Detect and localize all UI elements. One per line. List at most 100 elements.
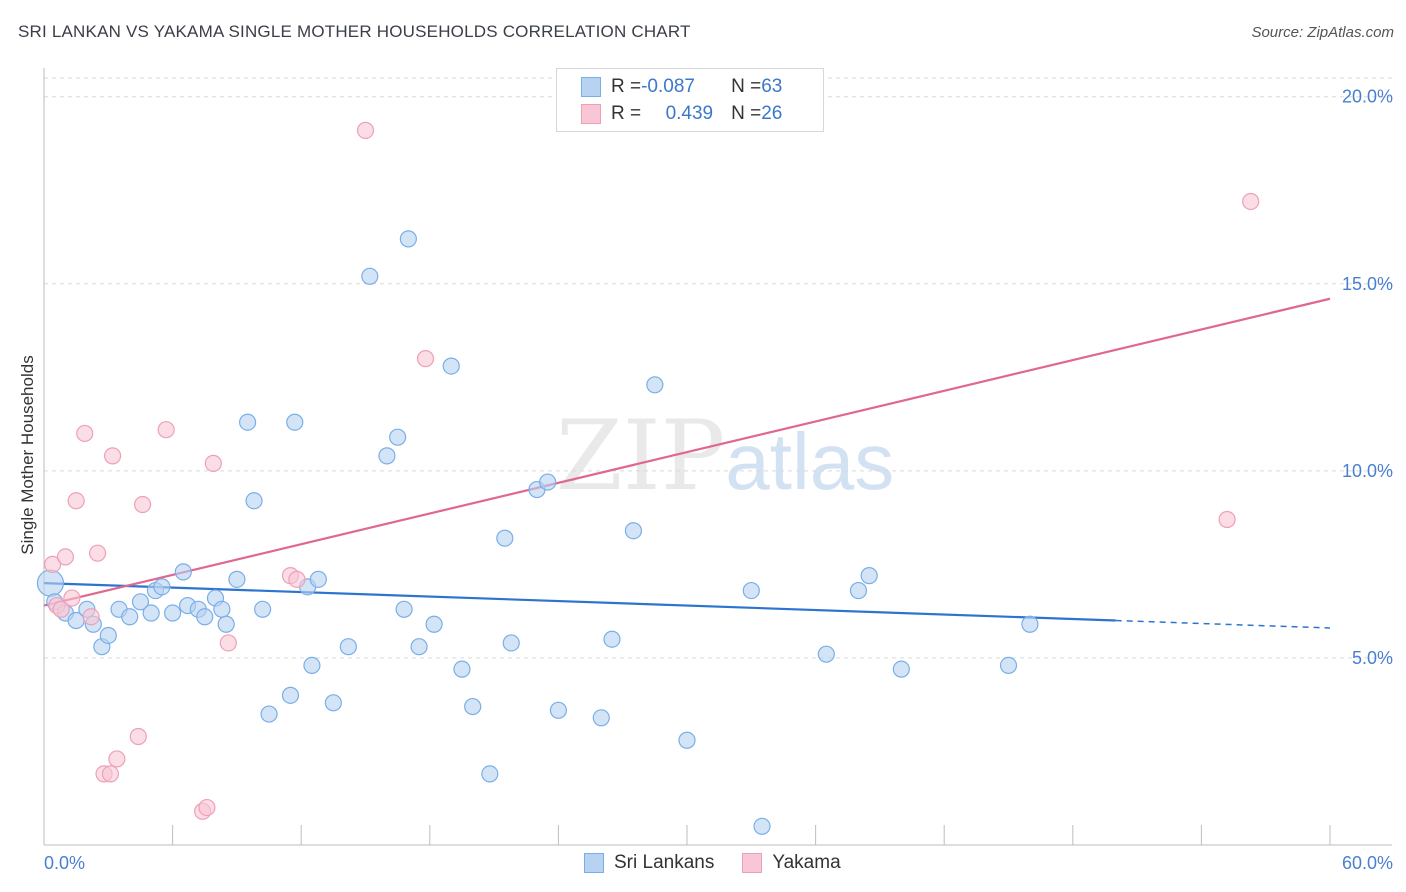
y-tick-label: 15.0%	[1342, 274, 1393, 294]
legend-row-yakama: R = 0.439 N = 26	[581, 102, 782, 126]
point-yakama	[88, 544, 107, 562]
point-sri-lankans	[286, 413, 304, 431]
tick-labels: 5.0% 10.0% 15.0% 20.0% 0.0% 60.0%	[44, 87, 1393, 873]
point-sri-lankans	[281, 686, 300, 704]
point-sri-lankans	[1021, 615, 1039, 633]
legend-swatch-blue	[581, 77, 601, 97]
watermark-zip: ZIP	[556, 400, 726, 512]
point-sri-lankans	[603, 630, 621, 648]
legend-r-label: R =	[611, 76, 642, 97]
point-sri-lankans	[395, 600, 413, 618]
point-sri-lankans	[892, 660, 910, 678]
y-tick-label: 10.0%	[1342, 461, 1393, 481]
point-yakama	[43, 555, 62, 573]
point-yakama	[101, 765, 120, 783]
legend-n-value: 26	[761, 103, 783, 124]
series-legend-sri-lankans[interactable]: Sri Lankans	[584, 852, 714, 874]
trend-line-yakama	[43, 297, 1331, 607]
series-legend: Sri Lankans Yakama	[584, 852, 869, 874]
point-sri-lankans	[254, 600, 272, 618]
point-sri-lankans	[817, 645, 835, 663]
point-sri-lankans	[539, 473, 557, 491]
point-sri-lankans	[860, 567, 878, 585]
point-sri-lankans	[213, 600, 231, 618]
point-sri-lankans	[153, 578, 171, 596]
point-sri-lankans	[678, 731, 696, 749]
grid-lines	[44, 77, 1392, 659]
point-sri-lankans	[378, 447, 396, 465]
point-sri-lankans	[410, 638, 428, 656]
legend-n-label: N =	[731, 76, 762, 97]
point-yakama	[356, 121, 375, 139]
trend-line-sri-lankans-extension	[1115, 619, 1331, 629]
point-sri-lankans	[164, 604, 182, 622]
point-sri-lankans	[646, 376, 664, 394]
point-sri-lankans	[999, 656, 1018, 675]
legend-swatch-pink	[581, 104, 601, 124]
point-yakama	[219, 634, 237, 652]
point-sri-lankans	[99, 626, 117, 645]
watermark: ZIPatlas	[556, 400, 894, 512]
point-yakama	[129, 727, 147, 746]
point-sri-lankans	[849, 581, 868, 600]
point-sri-lankans	[196, 608, 214, 626]
point-yakama	[56, 548, 75, 566]
point-sri-lankans	[453, 660, 471, 678]
point-yakama	[204, 454, 222, 472]
watermark-atlas: atlas	[725, 417, 895, 506]
legend-n-value: 63	[761, 76, 783, 97]
point-sri-lankans	[239, 413, 257, 431]
point-sri-lankans	[389, 428, 407, 446]
series-legend-yakama[interactable]: Yakama	[742, 852, 841, 874]
point-sri-lankans	[399, 230, 417, 248]
y-tick-label: 5.0%	[1352, 648, 1393, 668]
point-sri-lankans	[425, 615, 443, 633]
series-name: Sri Lankans	[614, 852, 715, 873]
point-sri-lankans	[131, 593, 150, 611]
legend-r-value: -0.087	[641, 76, 695, 97]
point-sri-lankans	[464, 697, 482, 716]
point-sri-lankans	[245, 492, 263, 510]
point-sri-lankans	[624, 522, 643, 540]
data-points	[36, 121, 1260, 835]
point-yakama	[1242, 192, 1260, 211]
point-sri-lankans	[142, 604, 160, 622]
point-sri-lankans	[303, 656, 321, 675]
point-sri-lankans	[753, 817, 771, 835]
point-sri-lankans	[324, 694, 342, 712]
point-sri-lankans	[339, 638, 357, 656]
point-yakama	[52, 600, 70, 618]
source-label: Source: ZipAtlas.com	[1251, 24, 1394, 41]
x-tick-label: 60.0%	[1342, 853, 1393, 873]
point-sri-lankans	[481, 765, 499, 783]
point-sri-lankans	[549, 701, 568, 719]
point-yakama	[103, 447, 122, 465]
point-yakama	[157, 421, 175, 439]
point-sri-lankans	[217, 615, 235, 633]
point-yakama	[82, 608, 100, 626]
point-sri-lankans	[361, 267, 379, 285]
legend-r-label: R =	[611, 103, 642, 124]
point-yakama	[1218, 510, 1236, 529]
point-sri-lankans	[592, 709, 610, 727]
legend-row-sri-lankans: R = -0.087 N = 63	[581, 75, 782, 99]
legend-n-label: N =	[731, 103, 762, 124]
trend-line-sri-lankans	[43, 581, 1116, 622]
point-sri-lankans	[442, 357, 460, 375]
point-yakama	[288, 570, 306, 588]
point-sri-lankans	[496, 529, 514, 547]
y-tick-label: 20.0%	[1342, 87, 1393, 107]
axes	[43, 68, 1392, 846]
point-yakama	[133, 495, 152, 514]
point-sri-lankans	[121, 608, 139, 626]
point-yakama	[76, 424, 94, 443]
point-yakama	[67, 492, 85, 510]
point-yakama	[63, 589, 81, 607]
point-sri-lankans	[309, 570, 327, 588]
series-swatch-blue	[584, 853, 604, 873]
series-swatch-pink	[742, 853, 763, 873]
point-yakama	[198, 798, 216, 817]
point-sri-lankans	[174, 563, 192, 581]
point-sri-lankans	[742, 581, 760, 600]
